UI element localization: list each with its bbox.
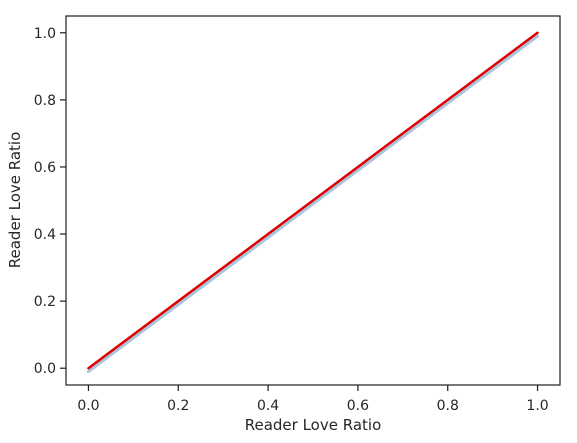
- y-axis-label: Reader Love Ratio: [6, 132, 24, 269]
- x-tick-label: 0.0: [77, 398, 99, 414]
- y-tick-label: 0.6: [34, 160, 56, 176]
- y-tick-label: 0.0: [34, 361, 56, 377]
- y-tick-label: 1.0: [34, 26, 56, 42]
- series-layer: [88, 33, 537, 372]
- x-tick-label: 1.0: [526, 398, 548, 414]
- x-tick-label: 0.4: [257, 398, 279, 414]
- x-axis-label: Reader Love Ratio: [245, 416, 382, 434]
- x-tick-label: 0.6: [347, 398, 369, 414]
- x-tick-label: 0.2: [167, 398, 189, 414]
- y-tick-label: 0.8: [34, 93, 56, 109]
- x-tick-label: 0.8: [437, 398, 459, 414]
- y-tick-label: 0.2: [34, 294, 56, 310]
- series-line-1: [88, 33, 537, 368]
- y-tick-label: 0.4: [34, 227, 56, 243]
- series-line-0: [88, 36, 537, 371]
